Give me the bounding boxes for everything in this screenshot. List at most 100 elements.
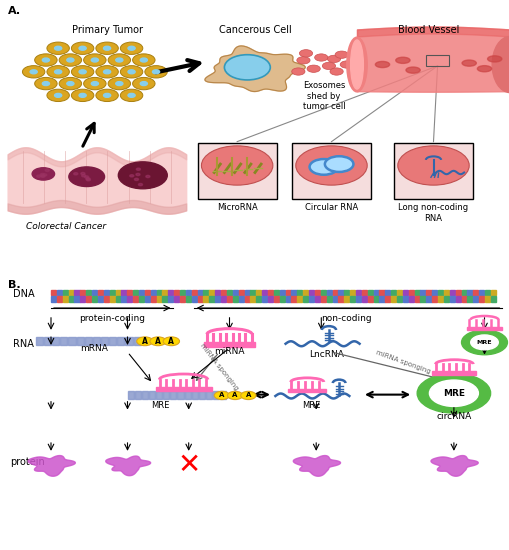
Polygon shape	[28, 455, 75, 476]
Bar	[233, 290, 238, 295]
Text: protein-coding: protein-coding	[79, 314, 145, 323]
Bar	[408, 296, 413, 302]
Bar	[80, 296, 86, 302]
Bar	[180, 290, 185, 295]
Wedge shape	[416, 373, 490, 413]
Circle shape	[67, 58, 74, 62]
Bar	[168, 290, 173, 295]
Bar	[437, 290, 442, 295]
Circle shape	[35, 54, 57, 66]
Bar	[63, 290, 68, 295]
Bar	[449, 296, 454, 302]
Bar	[139, 290, 144, 295]
Text: RNA: RNA	[13, 339, 34, 349]
Circle shape	[96, 65, 118, 78]
Bar	[199, 391, 205, 399]
Text: A: A	[245, 393, 250, 398]
Wedge shape	[461, 330, 506, 355]
Circle shape	[142, 174, 146, 176]
Circle shape	[340, 61, 353, 68]
Bar	[60, 337, 67, 345]
Bar	[373, 296, 378, 302]
Bar	[250, 296, 255, 302]
Bar	[134, 391, 140, 399]
Bar	[69, 296, 74, 302]
Text: LncRNA: LncRNA	[308, 350, 343, 359]
Bar	[168, 296, 173, 302]
Ellipse shape	[375, 62, 389, 68]
Bar	[151, 290, 156, 295]
Circle shape	[42, 58, 49, 62]
Circle shape	[103, 94, 110, 97]
Bar	[390, 290, 395, 295]
Polygon shape	[105, 456, 150, 476]
Text: MicroRNA: MicroRNA	[216, 204, 257, 212]
Bar	[472, 290, 477, 295]
Bar	[215, 296, 220, 302]
Circle shape	[47, 89, 69, 102]
Bar	[227, 290, 232, 295]
Bar	[326, 296, 331, 302]
Bar	[162, 290, 167, 295]
Bar	[121, 296, 126, 302]
Circle shape	[96, 42, 118, 54]
Text: MRE: MRE	[301, 402, 320, 410]
Circle shape	[91, 58, 98, 62]
Bar	[478, 296, 484, 302]
Bar	[203, 296, 208, 302]
Bar	[209, 296, 214, 302]
Bar	[86, 290, 91, 295]
Bar	[315, 296, 320, 302]
Polygon shape	[430, 455, 477, 476]
Circle shape	[30, 70, 37, 74]
Bar	[203, 290, 208, 295]
Circle shape	[140, 81, 147, 86]
Circle shape	[296, 57, 309, 64]
Circle shape	[71, 42, 94, 54]
Bar	[244, 296, 249, 302]
Bar	[262, 290, 267, 295]
Bar	[156, 290, 161, 295]
Bar	[104, 290, 109, 295]
Bar	[215, 290, 220, 295]
Circle shape	[71, 89, 94, 102]
Text: Exosomes
shed by
tumor cell: Exosomes shed by tumor cell	[302, 81, 345, 111]
FancyBboxPatch shape	[393, 143, 472, 199]
Circle shape	[84, 175, 89, 178]
Circle shape	[214, 392, 229, 399]
Bar	[80, 290, 86, 295]
Bar	[367, 296, 372, 302]
Bar	[291, 290, 296, 295]
Bar	[414, 296, 419, 302]
Bar	[121, 290, 126, 295]
Bar	[104, 296, 109, 302]
Bar	[151, 296, 156, 302]
Bar	[455, 296, 460, 302]
Circle shape	[54, 94, 62, 97]
Circle shape	[128, 94, 135, 97]
Bar	[162, 296, 167, 302]
Bar	[92, 296, 97, 302]
Circle shape	[41, 173, 45, 175]
Text: mRNA: mRNA	[80, 344, 107, 353]
Bar	[461, 290, 466, 295]
Text: miRNA: miRNA	[214, 347, 244, 356]
Circle shape	[47, 42, 69, 54]
Bar	[332, 290, 337, 295]
Bar	[133, 290, 138, 295]
Bar	[238, 290, 243, 295]
Text: ✕: ✕	[177, 451, 200, 478]
Bar	[109, 290, 115, 295]
Text: A: A	[155, 337, 161, 346]
Bar	[432, 290, 437, 295]
Bar	[268, 290, 273, 295]
Bar	[139, 296, 144, 302]
Text: B.: B.	[8, 280, 20, 290]
Ellipse shape	[350, 40, 363, 89]
Text: Long non-coding
RNA: Long non-coding RNA	[398, 204, 468, 223]
Bar	[250, 290, 255, 295]
Bar	[279, 296, 285, 302]
Ellipse shape	[487, 56, 501, 62]
Circle shape	[37, 175, 41, 178]
Circle shape	[83, 54, 106, 66]
